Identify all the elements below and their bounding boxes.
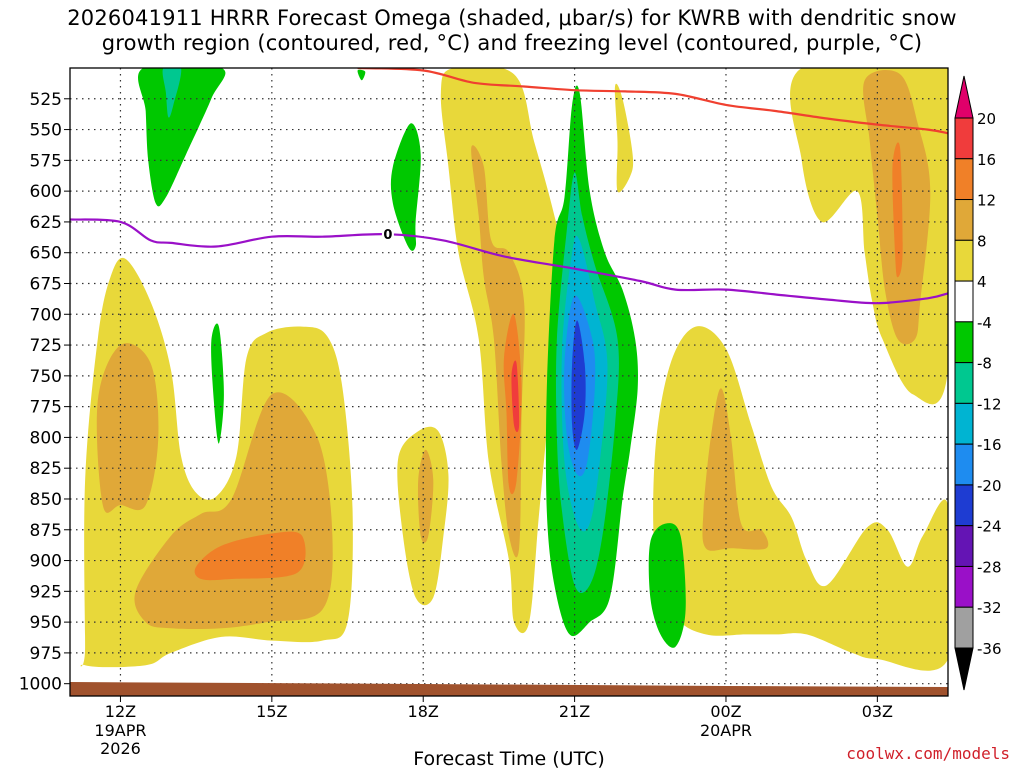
colorbar-bin-9	[954, 443, 974, 486]
chart-title: 2026041911 HRRR Forecast Omega (shaded, …	[0, 6, 1024, 56]
colorbar-label-12: -32	[977, 599, 1002, 617]
omega-region-10	[614, 83, 634, 193]
colorbar-label-13: -36	[977, 640, 1002, 658]
omega-region-5	[417, 449, 434, 543]
omega-region-16	[138, 68, 226, 207]
colorbar: 20 16 12 8 4 -4 -8 -12 -16 -20 -24 -28 -32 -36	[954, 75, 1002, 691]
colorbar-bin-13	[954, 606, 974, 649]
x-year-label-12Z: 2026	[100, 739, 141, 758]
y-tick-label-625: 625	[30, 213, 62, 233]
colorbar-label-4: 4	[977, 273, 987, 291]
x-tick-label-12Z: 12Z	[105, 702, 136, 721]
omega-region-18	[357, 69, 366, 81]
y-tick-label-1000: 1000	[19, 675, 62, 695]
x-axis-title: Forecast Time (UTC)	[413, 748, 604, 768]
x-tick-label-18Z: 18Z	[408, 702, 439, 721]
y-tick-label-750: 750	[30, 367, 62, 387]
colorbar-bin-2	[954, 158, 974, 201]
omega-region-9	[511, 360, 520, 433]
omega-region-15	[892, 142, 903, 278]
freezing-level-line	[70, 218, 948, 305]
y-axis: 525 550 575 600 625 650 675 700 725 750 775 800 825 8…	[19, 90, 70, 695]
colorbar-label-8: -16	[977, 436, 1002, 454]
x-tick-label-15Z: 15Z	[256, 702, 287, 721]
omega-region-25	[571, 320, 586, 450]
colorbar-label-7: -12	[977, 395, 1002, 413]
colorbar-bin-4	[954, 239, 974, 282]
colorbar-bin-3	[954, 199, 974, 241]
freezing-label-bg	[381, 226, 394, 242]
y-tick-label-525: 525	[30, 90, 62, 110]
colorbar-bin-12	[954, 565, 974, 608]
x-date-label-00Z: 20APR	[700, 721, 752, 740]
credit-text: coolwx.com/models	[846, 744, 1010, 763]
y-tick-label-875: 875	[30, 521, 62, 541]
ground-surface	[70, 682, 948, 696]
y-tick-label-950: 950	[30, 613, 62, 633]
colorbar-bin-7	[954, 362, 974, 404]
x-date-label-12Z: 19APR	[94, 721, 146, 740]
omega-region-1	[96, 343, 159, 513]
y-tick-label-650: 650	[30, 244, 62, 264]
terrain-band	[70, 682, 948, 696]
omega-region-19	[211, 323, 224, 444]
colorbar-bin-11	[954, 525, 974, 567]
colorbar-label-1: 16	[977, 151, 996, 169]
colorbar-label-11: -28	[977, 558, 1002, 576]
colorbar-bin-5	[954, 280, 974, 323]
y-tick-label-700: 700	[30, 305, 62, 325]
colorbar-label-2: 12	[977, 192, 996, 210]
y-tick-label-900: 900	[30, 552, 62, 572]
omega-region-17	[162, 68, 182, 118]
colorbar-bin-8	[954, 402, 974, 445]
y-tick-label-575: 575	[30, 151, 62, 171]
y-tick-label-800: 800	[30, 428, 62, 448]
colorbar-label-3: 8	[977, 232, 987, 250]
colorbar-bin-6	[954, 321, 974, 364]
title-line-2: growth region (contoured, red, °C) and f…	[101, 31, 923, 55]
grid	[70, 68, 948, 696]
dgz-contour-line	[357, 68, 948, 135]
colorbar-label-6: -8	[977, 355, 992, 373]
omega-region-12	[702, 388, 769, 551]
colorbar-bin-10	[954, 484, 974, 527]
title-line-1: 2026041911 HRRR Forecast Omega (shaded, …	[67, 6, 957, 30]
colorbar-label-5: -4	[977, 314, 992, 332]
y-tick-label-675: 675	[30, 274, 62, 294]
colorbar-bin-1	[954, 117, 974, 160]
omega-region-20	[390, 123, 421, 251]
colorbar-bottom-arrow	[954, 647, 974, 691]
x-tick-label-00Z: 00Z	[710, 702, 741, 721]
freezing-level-label: 0	[383, 228, 392, 243]
colorbar-label-10: -24	[977, 518, 1002, 536]
omega-region-3	[194, 531, 306, 581]
y-tick-label-925: 925	[30, 582, 62, 602]
plot-frame	[69, 67, 949, 697]
contour-lines: 0	[70, 68, 948, 305]
x-tick-label-21Z: 21Z	[559, 702, 590, 721]
x-tick-label-03Z: 03Z	[862, 702, 893, 721]
omega-region-26	[648, 523, 686, 648]
y-tick-label-975: 975	[30, 644, 62, 664]
y-tick-label-600: 600	[30, 182, 62, 202]
omega-shading	[80, 68, 948, 671]
y-tick-label-775: 775	[30, 398, 62, 418]
y-tick-label-550: 550	[30, 121, 62, 141]
colorbar-label-9: -20	[977, 477, 1002, 495]
colorbar-top-arrow	[954, 75, 974, 119]
y-tick-label-850: 850	[30, 490, 62, 510]
y-tick-label-725: 725	[30, 336, 62, 356]
colorbar-label-0: 20	[977, 110, 996, 128]
y-tick-label-825: 825	[30, 459, 62, 479]
